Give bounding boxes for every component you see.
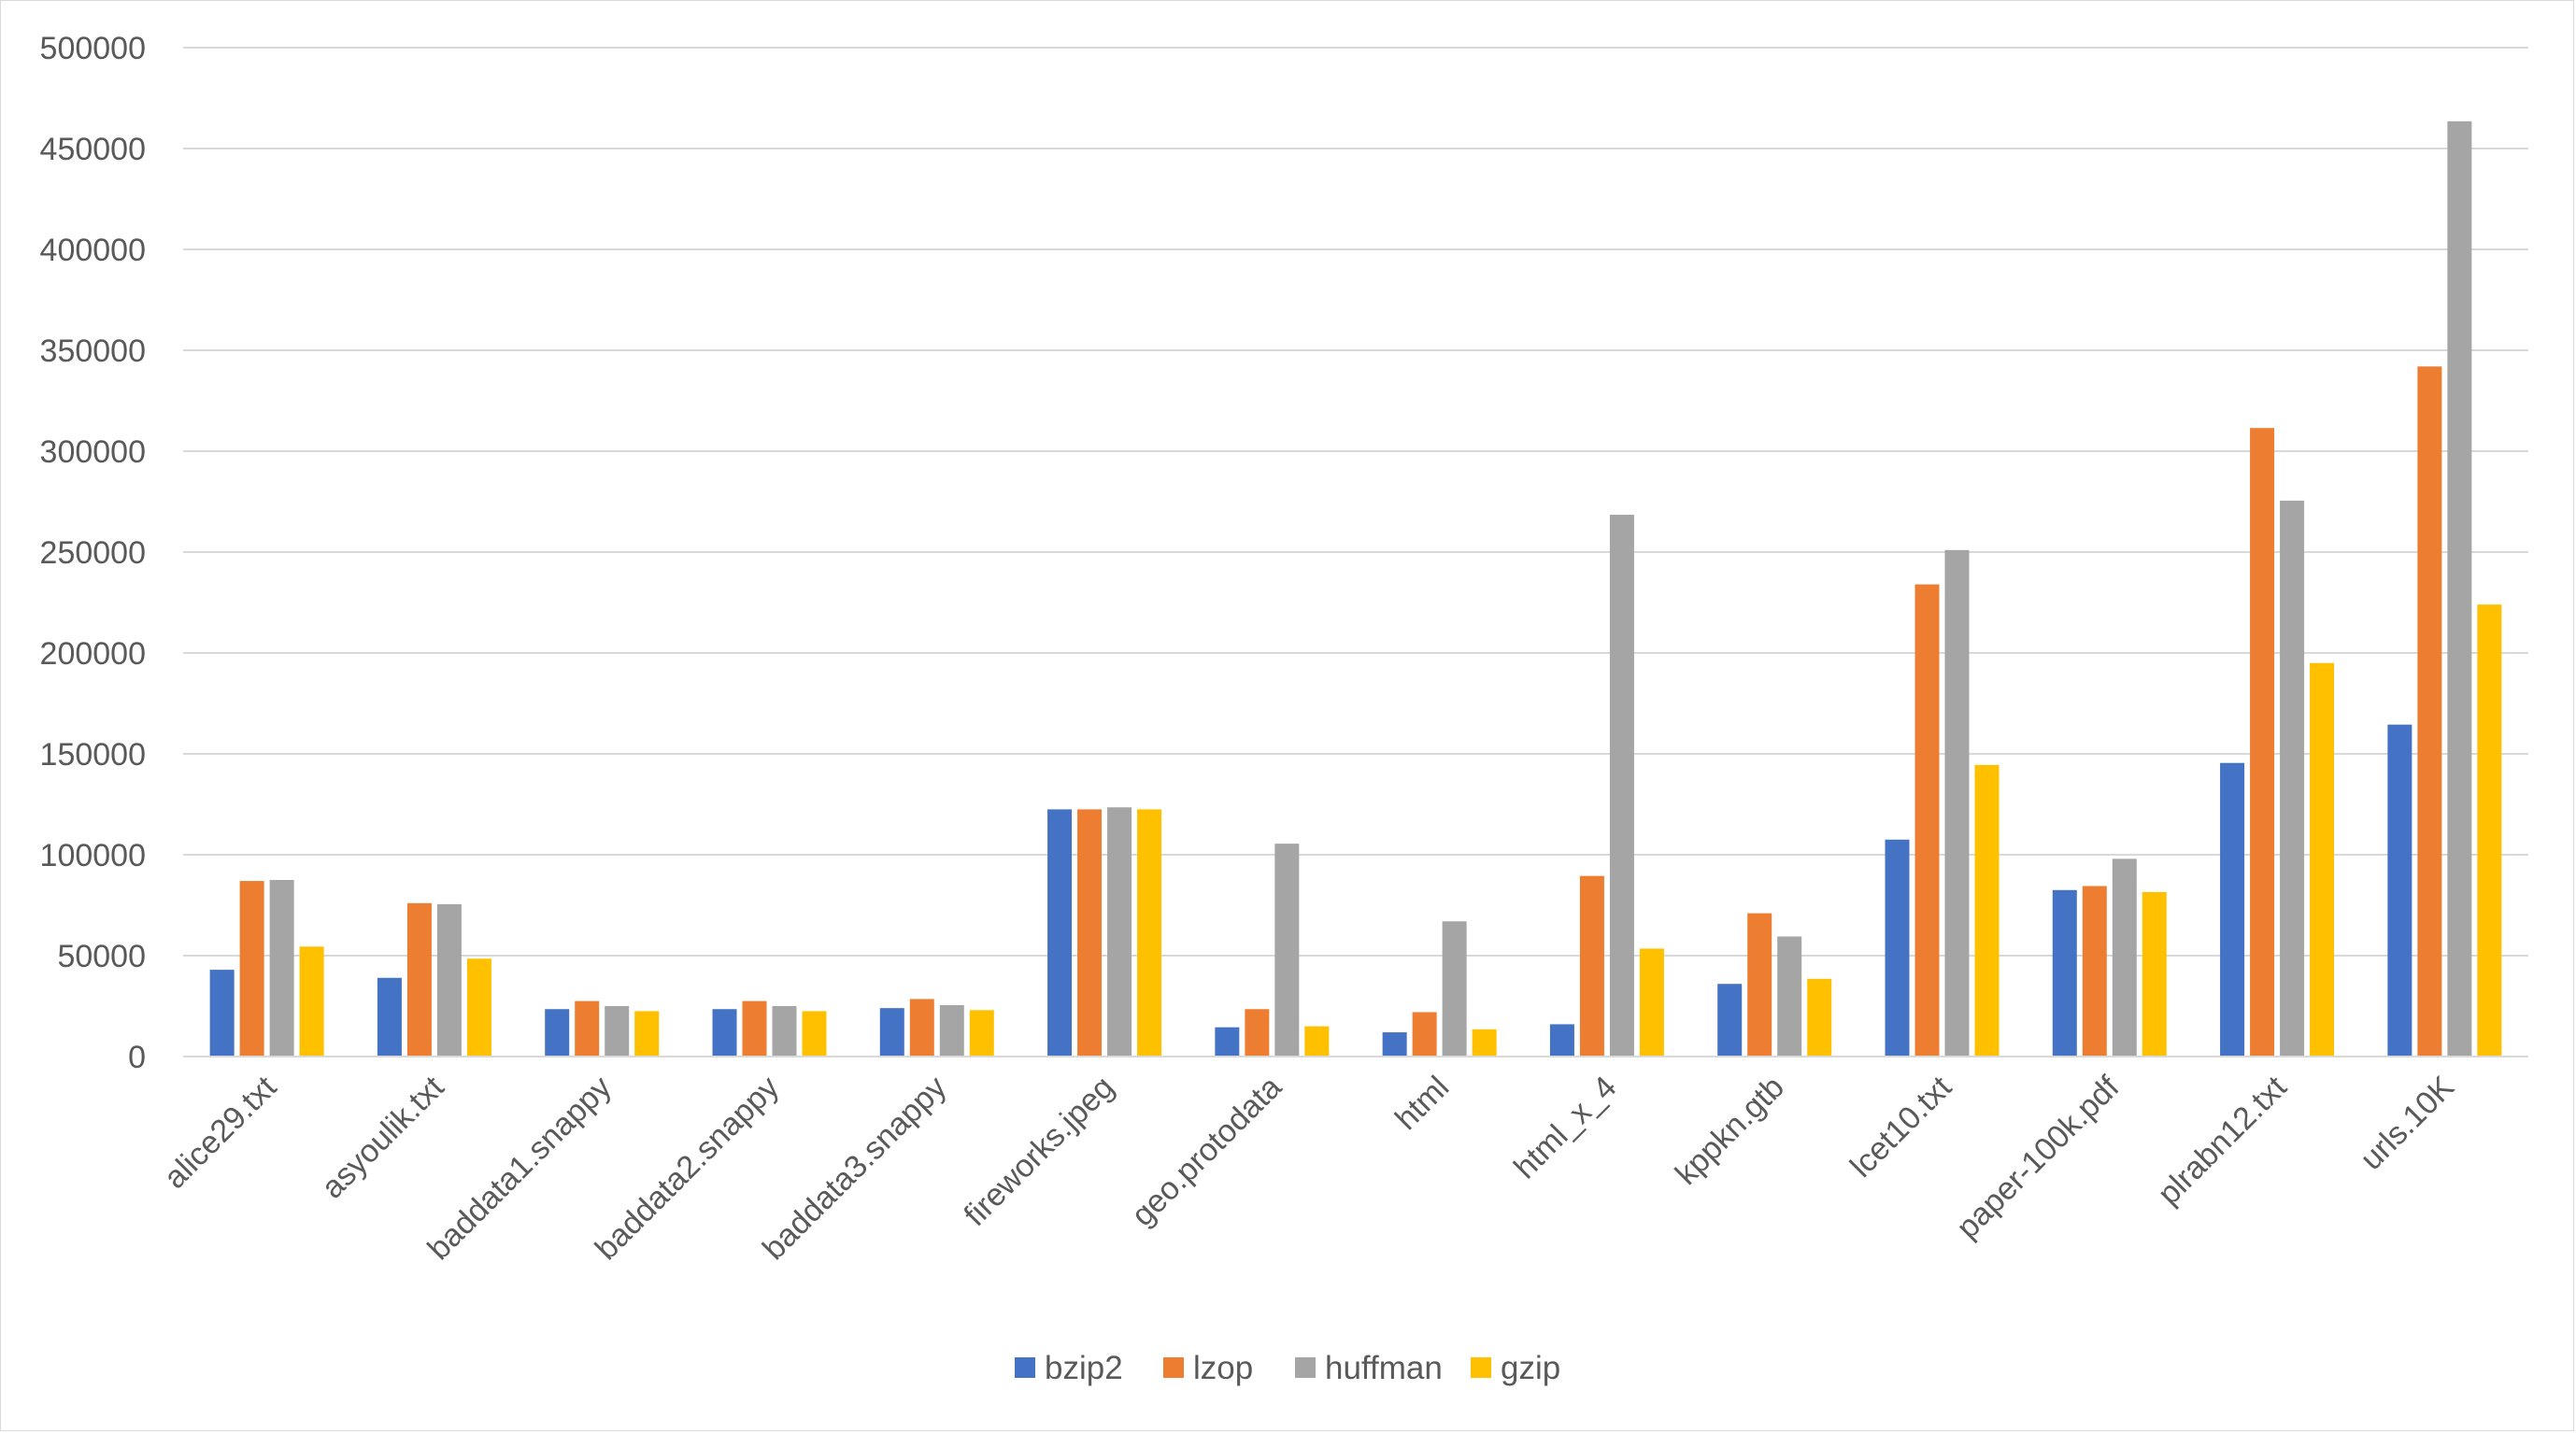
bar-gzip-fireworks.jpeg [1137,809,1162,1057]
bar-huffman-baddata1.snappy [605,1006,630,1057]
x-tick-label: baddata1.snappy [421,1070,619,1267]
bar-bzip2-baddata1.snappy [545,1009,570,1057]
bar-huffman-lcet10.txt [1944,549,1970,1057]
bar-bzip2-html_x_4 [1549,1024,1574,1057]
bar-lzop-baddata2.snappy [742,1000,767,1057]
bar-lzop-baddata1.snappy [575,1000,600,1057]
bar-gzip-baddata2.snappy [802,1011,827,1057]
bar-bzip2-urls.10K [2387,724,2412,1057]
bar-bzip2-lcet10.txt [1885,839,1910,1057]
bar-bzip2-fireworks.jpeg [1047,809,1073,1057]
bar-huffman-asyoulik.txt [436,903,462,1057]
bar-huffman-baddata3.snappy [939,1004,964,1057]
bar-lzop-plrabn12.txt [2250,428,2275,1057]
y-tick-label: 250000 [40,535,146,571]
bar-bzip2-plrabn12.txt [2220,762,2245,1057]
gridlines [183,47,2528,957]
bar-huffman-alice29.txt [269,880,294,1057]
bar-bzip2-geo.protodata [1215,1027,1240,1057]
y-tick-label: 100000 [40,838,146,873]
y-tick-label: 0 [128,1040,146,1075]
bar-gzip-kppkn.gtb [1807,978,1832,1057]
bar-bzip2-html [1382,1032,1407,1057]
y-tick-label: 450000 [40,132,146,167]
bar-lzop-kppkn.gtb [1747,913,1772,1057]
bar-gzip-plrabn12.txt [2310,662,2335,1057]
bar-huffman-html [1442,921,1467,1057]
bar-huffman-paper-100k.pdf [2112,858,2137,1057]
y-tick-label: 300000 [40,434,146,470]
x-tick-label: html_x_4 [1507,1070,1623,1185]
bar-lzop-asyoulik.txt [406,902,432,1057]
bar-lzop-urls.10K [2417,366,2442,1057]
x-tick-label: asyoulik.txt [315,1069,451,1205]
bar-gzip-baddata3.snappy [969,1010,994,1057]
bar-gzip-paper-100k.pdf [2142,891,2167,1057]
bar-gzip-alice29.txt [299,946,324,1057]
legend-swatch-gzip [1471,1357,1491,1378]
bar-lzop-baddata3.snappy [909,999,934,1057]
bar-gzip-baddata1.snappy [634,1011,660,1057]
x-tick-label: paper-100k.pdf [1950,1069,2127,1245]
legend-swatch-bzip2 [1015,1357,1035,1378]
bar-gzip-html [1472,1029,1497,1057]
bar-huffman-html_x_4 [1609,515,1634,1057]
bar-bzip2-alice29.txt [209,970,235,1057]
legend-label-huffman: huffman [1325,1350,1443,1386]
x-tick-label: html [1388,1070,1456,1137]
y-tick-label: 150000 [40,737,146,773]
x-tick-label: geo.protodata [1125,1070,1288,1233]
x-axis-tick-labels: alice29.txt asyoulik.txtbaddata1.snappyba… [157,1069,2461,1267]
bar-gzip-lcet10.txt [1974,764,2000,1057]
x-tick-label: fireworks.jpeg [958,1070,1121,1233]
bar-gzip-asyoulik.txt [466,958,491,1057]
y-tick-label: 400000 [40,233,146,268]
bar-gzip-geo.protodata [1304,1026,1330,1057]
x-tick-label: baddata3.snappy [756,1070,953,1267]
bar-lzop-html [1412,1012,1437,1057]
legend-swatch-huffman [1295,1357,1316,1378]
x-tick-label: urls.10K [2354,1070,2461,1177]
bar-gzip-urls.10K [2477,604,2502,1057]
bar-bzip2-kppkn.gtb [1717,984,1743,1057]
x-tick-label: lcet10.txt [1843,1069,1958,1184]
bar-huffman-baddata2.snappy [772,1006,797,1057]
x-tick-label: kppkn.gtb [1669,1070,1791,1192]
bar-bzip2-baddata3.snappy [879,1008,904,1057]
bar-huffman-fireworks.jpeg [1107,807,1132,1057]
bar-bzip2-paper-100k.pdf [2052,889,2077,1057]
legend-swatch-lzop [1163,1357,1184,1378]
x-tick-label: plrabn12.txt [2151,1069,2294,1212]
legend-label-gzip: gzip [1501,1350,1560,1386]
bar-lzop-alice29.txt [239,881,264,1057]
y-tick-label: 50000 [57,939,146,974]
y-axis-tick-labels: 0 50000 100000 150000 200000 250000 300000 3500… [40,31,146,1075]
bar-lzop-lcet10.txt [1914,584,1940,1057]
y-tick-label: 500000 [40,31,146,66]
bars [209,121,2502,1057]
bar-lzop-html_x_4 [1579,875,1604,1057]
legend: bzip2 lzop huffman gzip [1015,1350,1560,1386]
bar-huffman-kppkn.gtb [1777,936,1802,1057]
bar-lzop-paper-100k.pdf [2082,886,2107,1057]
bar-gzip-html_x_4 [1639,948,1664,1057]
legend-label-lzop: lzop [1193,1350,1253,1386]
x-tick-label: alice29.txt [157,1069,284,1196]
bar-bzip2-baddata2.snappy [712,1009,737,1057]
y-tick-label: 350000 [40,333,146,369]
bar-lzop-fireworks.jpeg [1077,809,1103,1057]
bar-huffman-geo.protodata [1274,844,1300,1057]
bar-bzip2-asyoulik.txt [377,977,402,1057]
bar-lzop-geo.protodata [1245,1009,1270,1057]
y-tick-label: 200000 [40,636,146,672]
x-tick-label: baddata2.snappy [589,1070,786,1267]
bar-huffman-plrabn12.txt [2280,500,2305,1057]
bar-huffman-urls.10K [2447,121,2472,1057]
legend-label-bzip2: bzip2 [1045,1350,1123,1386]
